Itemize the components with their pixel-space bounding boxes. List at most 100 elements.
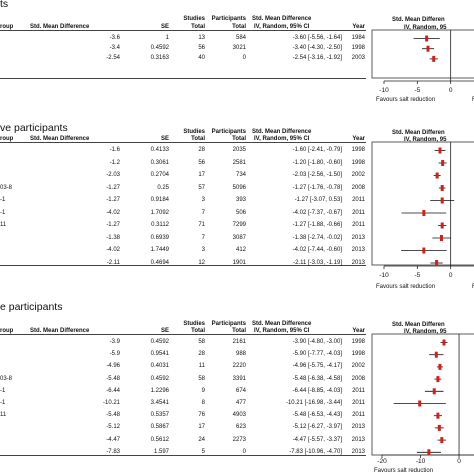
point-estimate xyxy=(436,412,440,419)
table-rule-top xyxy=(0,30,366,31)
row-year: 2011 xyxy=(352,222,365,228)
header-participants: Participants xyxy=(211,16,246,22)
row-ci: -2.54 [-3.16, -1.92] xyxy=(292,55,342,62)
row-study-name: 11 xyxy=(0,412,7,419)
row-studies: 40 xyxy=(198,55,205,62)
row-ci: -3.90 [-4.80, -3.00] xyxy=(292,339,342,345)
row-studies: 24 xyxy=(198,436,205,443)
header-plot-method: IV, Random, 95 xyxy=(404,137,447,143)
row-smd: -1.27 xyxy=(106,197,120,203)
row-se: 0.5867 xyxy=(150,424,169,431)
point-estimate xyxy=(422,210,426,216)
point-estimate xyxy=(437,424,441,431)
row-studies: 8 xyxy=(201,400,205,406)
row-smd: -3.9 xyxy=(109,339,120,345)
row-se: 0.6939 xyxy=(150,234,169,241)
point-estimate xyxy=(440,222,444,229)
row-ci: -1.38 [-2.74, -0.02] xyxy=(292,234,342,241)
row-study-name: -1 xyxy=(0,197,6,203)
row-ci: -10.21 [-16.98, -3.44] xyxy=(285,400,342,406)
row-ci: -4.96 [-5.75, -4.17] xyxy=(292,363,342,370)
header-se: SE xyxy=(160,24,169,30)
row-se: 1.7449 xyxy=(150,247,169,253)
row-studies: 28 xyxy=(198,351,205,358)
point-estimate xyxy=(426,45,430,52)
x-tick-label: 0 xyxy=(449,272,453,279)
row-study-name: -1 xyxy=(0,209,6,216)
header-participants-total: Total xyxy=(232,328,246,334)
header-group: roup xyxy=(0,136,14,142)
table-rule-bottom xyxy=(0,78,366,79)
table-rule-bottom xyxy=(0,265,366,266)
row-ci: -3.60 [-5.56, -1.64] xyxy=(292,35,342,41)
row-studies: 12 xyxy=(198,259,205,266)
row-se: 1.7092 xyxy=(150,209,169,216)
row-studies: 56 xyxy=(198,159,205,166)
row-smd: -2.03 xyxy=(106,172,120,178)
row-smd: -1.6 xyxy=(109,147,120,153)
row-year: 1998 xyxy=(351,351,365,358)
header-year: Year xyxy=(352,328,365,334)
header-plot-title: Std. Mean Differen xyxy=(392,130,445,136)
plot-frame xyxy=(371,29,474,79)
row-smd: -1.27 xyxy=(106,222,120,228)
row-se: 0.4133 xyxy=(150,147,169,153)
section-title: e participants xyxy=(0,301,63,313)
row-studies: 9 xyxy=(201,387,205,394)
row-studies: 11 xyxy=(198,363,205,370)
row-smd: -5.48 xyxy=(106,412,120,419)
row-studies: 58 xyxy=(198,339,205,345)
row-ci: -7.83 [-10.96, -4.70] xyxy=(289,448,342,455)
header-participants: Participants xyxy=(211,321,246,327)
point-estimate xyxy=(432,55,436,62)
row-study-name: -1 xyxy=(0,387,6,394)
point-estimate xyxy=(432,388,436,395)
row-study-name: 03-8 xyxy=(0,375,13,382)
row-participants: 3087 xyxy=(232,234,246,241)
point-estimate xyxy=(435,260,439,266)
x-tick-label: -5 xyxy=(414,272,420,279)
row-smd: -3.4 xyxy=(109,45,120,52)
x-tick-label: -5 xyxy=(414,87,420,94)
row-year: 2013 xyxy=(351,448,365,455)
header-year: Year xyxy=(352,136,365,142)
header-smd-ci-title: Std. Mean Difference xyxy=(252,16,312,22)
header-smd: Std. Mean Difference xyxy=(30,328,90,334)
row-participants: 988 xyxy=(235,351,246,358)
row-smd: -5.48 xyxy=(106,375,120,382)
header-smd-ci-title: Std. Mean Difference xyxy=(252,321,312,327)
row-participants: 623 xyxy=(235,424,246,431)
favours-left-label: Favours salt reduction xyxy=(374,468,433,474)
row-ci: -6.44 [-8.85, -4.03] xyxy=(292,387,342,394)
row-smd: -5.12 xyxy=(106,424,120,431)
row-year: 1984 xyxy=(351,35,365,41)
header-plot-method: IV, Random, 95 xyxy=(404,329,447,335)
row-studies: 58 xyxy=(198,375,205,382)
header-smd-ci-title: Std. Mean Difference xyxy=(252,129,312,135)
section-title: ts xyxy=(0,0,9,10)
header-plot-method: IV, Random, 95 xyxy=(404,25,447,31)
row-participants: 734 xyxy=(235,172,246,178)
row-smd: -1.27 xyxy=(106,184,120,191)
row-year: 2013 xyxy=(351,436,365,443)
row-smd: -2.11 xyxy=(106,259,120,266)
header-smd: Std. Mean Difference xyxy=(30,24,90,30)
row-se: 0.9541 xyxy=(150,351,169,358)
plot-frame xyxy=(371,141,474,266)
header-smd: Std. Mean Difference xyxy=(30,136,90,142)
favours-right-label: Favo xyxy=(472,97,474,103)
row-ci: -2.03 [-2.56, -1.50] xyxy=(292,172,342,178)
row-participants: 506 xyxy=(235,209,246,216)
header-year: Year xyxy=(352,24,365,30)
point-estimate xyxy=(418,400,422,407)
row-participants: 3391 xyxy=(232,375,246,382)
favours-left-label: Favours salt reduction xyxy=(376,284,435,290)
row-participants: 2220 xyxy=(232,363,246,370)
row-participants: 3021 xyxy=(232,45,246,52)
point-estimate xyxy=(435,172,439,179)
favours-right-label: Favo xyxy=(472,284,474,290)
header-studies: Studies xyxy=(183,129,205,135)
table-rule-top xyxy=(0,142,366,143)
